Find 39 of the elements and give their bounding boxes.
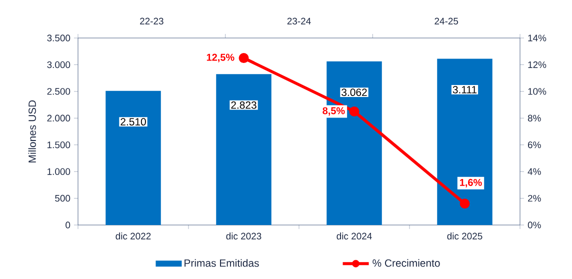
- y2-tick-label: 14%: [528, 34, 546, 42]
- point: [460, 198, 470, 209]
- data-label: 2.823: [231, 101, 256, 109]
- y2-tick-label: 8%: [528, 114, 541, 122]
- y-tick-label: 0: [66, 222, 70, 228]
- y2-tick-label: 10%: [528, 88, 546, 95]
- x-tick-label: dic 2024: [336, 232, 372, 240]
- data-label: 3.111: [452, 86, 477, 94]
- y-tick-label: 2.000: [47, 114, 70, 122]
- data-label: 3.062: [342, 88, 367, 96]
- bar: [106, 90, 161, 225]
- legend-label: Primas Emitidas: [184, 259, 259, 267]
- x-tick-label: dic 2023: [226, 232, 262, 240]
- bar: [216, 74, 272, 225]
- y2-tick-label: 2%: [528, 194, 541, 202]
- data-label: 8,5%: [322, 107, 345, 116]
- y-tick-label: 500: [55, 194, 70, 202]
- y-tick-label: 3.500: [47, 34, 70, 42]
- text: 23-24: [287, 18, 311, 24]
- y2-tick-label: 4%: [528, 168, 541, 175]
- y2-tick-label: 12%: [528, 61, 546, 68]
- y-tick-label: 1.000: [48, 168, 70, 175]
- data-label: 1,6%: [460, 178, 482, 188]
- y-tick-label: 3.000: [47, 61, 70, 68]
- y-tick-label: 2.500: [47, 88, 70, 95]
- data-label: 12,5%: [206, 54, 234, 62]
- point: [238, 53, 249, 64]
- y-tick-label: 1.500: [48, 142, 70, 148]
- data-label: 2.510: [120, 118, 146, 126]
- x-tick-label: dic 2025: [447, 232, 482, 240]
- point: [349, 106, 360, 116]
- y-axis-title: Millones USD: [28, 100, 36, 162]
- y2-tick-label: 0%: [528, 222, 541, 228]
- x-tick-label: dic 2022: [116, 232, 151, 240]
- legend-label: % Crecimiento: [372, 259, 440, 267]
- bar: [437, 58, 492, 225]
- text: 24-25: [434, 18, 458, 24]
- text: 22-23: [140, 18, 164, 24]
- y2-tick-label: 6%: [528, 142, 541, 148]
